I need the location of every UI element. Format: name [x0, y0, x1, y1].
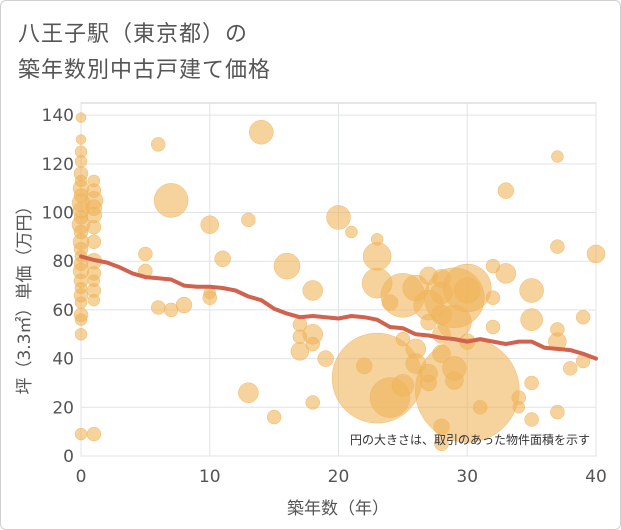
bubble-point — [370, 233, 384, 246]
bubble-point — [356, 357, 373, 375]
bubble-point — [317, 350, 334, 367]
bubble-point — [497, 182, 515, 199]
bubble-point — [175, 296, 193, 314]
bubble-point — [163, 302, 179, 318]
bubble-point — [420, 374, 437, 392]
bubble-point — [485, 290, 501, 306]
y-axis-label: 坪（3.3㎡）単価（万円） — [15, 197, 35, 394]
y-tick-label: 80 — [52, 252, 74, 272]
bubble-point — [524, 375, 539, 391]
bubble-point — [151, 300, 166, 315]
bubble-point — [302, 280, 323, 301]
bubble-point — [151, 137, 166, 152]
y-tick-label: 20 — [52, 398, 74, 418]
bubble-point — [432, 344, 451, 364]
bubble-point — [520, 308, 543, 331]
bubble-point — [74, 313, 88, 326]
bubble-point — [73, 188, 89, 203]
bubble-point — [74, 281, 88, 295]
bubble-point — [381, 294, 399, 311]
bubble-point — [524, 412, 539, 427]
bubble-point — [395, 331, 411, 347]
bubble-point — [495, 263, 517, 284]
y-tick-label: 140 — [42, 106, 74, 126]
bubble-point — [361, 267, 393, 299]
bubble-point — [345, 225, 358, 239]
bubble-point — [550, 404, 565, 420]
bubble-point — [153, 183, 189, 218]
bubble-point — [512, 401, 525, 414]
bubble-point — [74, 328, 88, 341]
bubble-point — [241, 212, 256, 228]
bubble-point — [485, 258, 501, 274]
y-tick-label: 0 — [63, 447, 74, 467]
x-tick-label: 0 — [76, 467, 87, 487]
bubble-point — [73, 210, 89, 225]
y-tick-label: 120 — [42, 155, 74, 175]
bubble-point — [550, 239, 565, 254]
x-tick-label: 40 — [585, 467, 607, 487]
bubble-point — [74, 427, 88, 441]
bubble-point — [454, 277, 481, 304]
x-tick-label: 30 — [456, 467, 478, 487]
bubble-point — [575, 309, 591, 325]
bubble-point — [249, 119, 274, 145]
bubble-point — [86, 426, 102, 442]
bubble-point — [87, 274, 101, 287]
bubble-point — [87, 174, 101, 188]
bubble-point — [74, 155, 88, 168]
bubble-point — [472, 400, 488, 415]
bubble-point — [87, 293, 101, 307]
bubble-point — [292, 317, 308, 332]
bubble-point — [73, 224, 89, 240]
x-tick-label: 10 — [199, 467, 221, 487]
bubble-point — [214, 250, 231, 268]
bubble-point — [75, 134, 87, 145]
bubble-point — [86, 219, 102, 235]
bubble-point — [266, 409, 282, 425]
bubble-point — [292, 329, 308, 344]
bubble-point — [74, 174, 88, 188]
y-tick-label: 60 — [52, 301, 74, 321]
bubble-point — [434, 436, 449, 452]
bubble-point — [563, 361, 578, 376]
bubble-point — [305, 395, 320, 410]
bubble-point — [326, 205, 351, 230]
bubble-point — [485, 319, 501, 335]
bubble-point — [391, 374, 415, 397]
bubble-point — [432, 269, 451, 288]
bubble-point — [362, 242, 392, 271]
bubble-point — [445, 371, 464, 390]
bubble-point — [551, 150, 564, 163]
bubble-point — [550, 322, 565, 337]
trend-line-group — [79, 254, 598, 361]
bubble-point — [433, 418, 450, 436]
trend-line — [79, 254, 598, 361]
bubble-point — [305, 336, 320, 352]
y-tick-label: 40 — [52, 350, 74, 370]
bubble-point — [74, 296, 88, 309]
chart-title-line1: 八王子駅（東京都）の — [18, 22, 249, 47]
bubble-series — [71, 112, 606, 452]
bubble-point — [273, 252, 301, 280]
bubble-point — [138, 246, 153, 262]
bubble-point — [420, 313, 437, 331]
x-axis-label: 築年数（年） — [287, 499, 389, 519]
chart-title-line2: 築年数別中古戸建て価格 — [18, 58, 272, 83]
x-tick-label: 20 — [328, 467, 350, 487]
bubble-point — [238, 382, 259, 403]
bubble-point — [519, 278, 544, 303]
bubble-point — [86, 234, 102, 250]
size-annotation: 円の大きさは、取引のあった物件面積を示す — [350, 432, 590, 447]
bubble-point — [586, 244, 606, 264]
axis-ticks: 0 10 20 30 40 0 20 40 60 80 100 120 140 — [42, 106, 607, 487]
bubble-point — [75, 112, 87, 123]
y-tick-label: 100 — [42, 204, 74, 224]
bubble-point — [432, 325, 451, 344]
bubble-point — [200, 215, 219, 234]
